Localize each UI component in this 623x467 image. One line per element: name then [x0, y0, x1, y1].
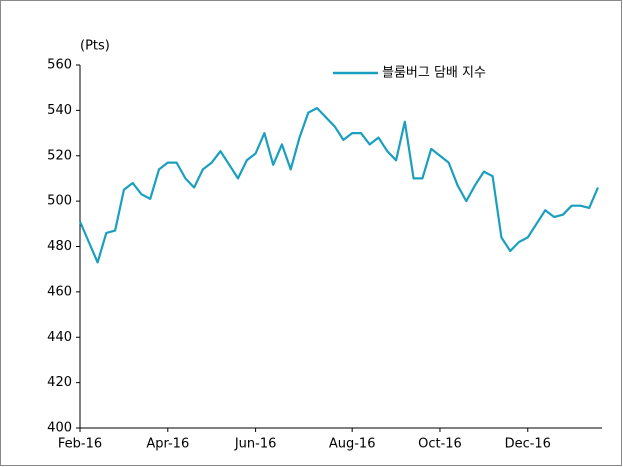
x-tick-label: Dec-16	[505, 437, 551, 452]
x-tick-label: Jun-16	[234, 437, 277, 452]
y-tick-label: 400	[47, 421, 72, 436]
x-tick-label: Aug-16	[329, 437, 376, 452]
series-line	[78, 107, 600, 264]
y-tick-label: 520	[47, 148, 72, 163]
y-tick-label: 560	[47, 58, 72, 73]
y-tick-label: 480	[47, 239, 72, 254]
x-tick-label: Oct-16	[418, 437, 462, 452]
y-tick-label: 500	[47, 194, 72, 209]
y-tick-label: 460	[47, 284, 72, 299]
y-tick-label: 440	[47, 330, 72, 345]
legend-label: 블룸버그 담배 지수	[382, 66, 486, 81]
x-tick-label: Apr-16	[146, 437, 189, 452]
y-tick-label: 540	[47, 103, 72, 118]
y-tick-label: 420	[47, 375, 72, 390]
y-axis-label: (Pts)	[80, 39, 110, 54]
x-tick-label: Feb-16	[58, 437, 102, 452]
